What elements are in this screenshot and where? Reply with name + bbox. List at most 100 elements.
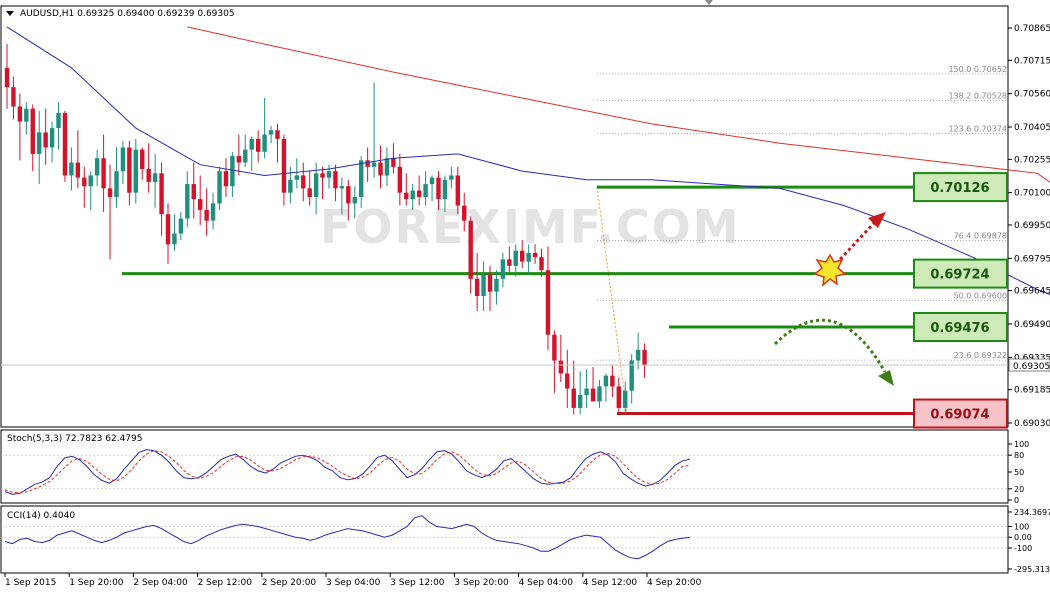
candle-body <box>494 278 499 292</box>
stoch-header: Stoch(5,3,3) 72.7823 62.4795 <box>7 434 142 444</box>
candle-body <box>545 270 551 335</box>
cci-tick-label: 100 <box>1014 522 1029 531</box>
candle-body <box>101 158 106 189</box>
candle-body <box>146 168 151 182</box>
level-box <box>913 311 1008 342</box>
candle-body <box>204 209 209 221</box>
candle-body <box>223 171 229 187</box>
time-tick-label: 4 Sep 12:00 <box>583 578 638 588</box>
candle-body <box>603 375 609 387</box>
candle-body <box>391 158 396 167</box>
candle-body <box>140 149 145 169</box>
candle-body <box>288 179 293 193</box>
candle-body <box>114 171 119 197</box>
candle-body <box>616 386 621 408</box>
candle-body <box>185 184 190 219</box>
candle-body <box>249 138 254 150</box>
candle-body <box>37 132 42 154</box>
fib-level-label: 50.0 0.69600 <box>954 291 1007 300</box>
candle-body <box>577 395 583 408</box>
candle-body <box>474 278 480 296</box>
candle-body <box>69 162 74 176</box>
price-axis: 0.70865 0.70715 0.70560 0.70405 0.70255 0.701… <box>1008 24 1050 429</box>
fib-level-label: 123.6 0.70374 <box>948 125 1007 134</box>
candle-body <box>294 175 299 180</box>
candle-body <box>404 192 409 200</box>
candle-body <box>11 87 16 107</box>
candle-body <box>165 214 171 245</box>
candle-body <box>301 175 306 189</box>
candle-body <box>172 233 177 245</box>
price-tick-label: 0.69795 <box>1014 254 1050 264</box>
candle-body <box>429 177 435 185</box>
watermark-text: FOREXIMF.COM <box>320 200 741 254</box>
level-box-label: 0.69074 <box>930 408 989 423</box>
candle-body <box>4 67 10 88</box>
candle-body <box>210 203 216 221</box>
fib-level-label: 150.0 0.70652 <box>948 65 1007 74</box>
cci-tick-label: -100 <box>1014 544 1032 553</box>
candle-body <box>359 160 364 197</box>
candle-body <box>262 134 267 152</box>
candle-body <box>487 274 493 292</box>
candle-body <box>217 171 222 204</box>
cci-header: CCI(14) 0.4040 <box>7 511 75 521</box>
breakout-burst-icon <box>813 253 847 287</box>
candle-body <box>82 177 87 187</box>
candle-body <box>339 186 345 189</box>
candle-body <box>281 138 287 193</box>
time-tick-label: 1 Sep 2015 <box>5 578 56 588</box>
candle-body <box>43 132 48 148</box>
fibonacci-levels: 150.0 0.70652 138.2 0.70528 123.6 0.70374 7… <box>596 65 1007 414</box>
candle-body <box>120 147 126 172</box>
fib-level-label: 23.6 0.69322 <box>954 351 1007 360</box>
price-tick-label: 0.70715 <box>1014 56 1050 66</box>
candle-body <box>442 179 448 200</box>
candle-body <box>365 160 370 167</box>
candle-body <box>539 257 544 271</box>
time-tick-label: 2 Sep 04:00 <box>133 578 188 588</box>
candle-body <box>423 184 428 197</box>
candle-body <box>88 175 93 187</box>
candle-body <box>255 138 261 152</box>
cci-line <box>1 515 1008 560</box>
candle-body <box>623 390 628 408</box>
stoch-signal-line <box>4 450 691 494</box>
candle-body <box>326 171 332 178</box>
stoch-panel-frame <box>0 429 1009 504</box>
candle-body <box>590 388 596 402</box>
candle-body <box>17 106 23 122</box>
symbol-dropdown-icon[interactable] <box>6 11 14 16</box>
candle-body <box>532 252 538 258</box>
candle-body <box>62 113 68 176</box>
candle-body <box>127 147 132 193</box>
level-box-label: 0.70126 <box>930 181 989 196</box>
candle-body <box>236 156 242 163</box>
cci-panel-frame <box>0 505 1009 574</box>
candle-body <box>133 149 138 193</box>
candle-body <box>371 162 377 167</box>
candle-body <box>320 173 325 178</box>
candle-body <box>584 388 589 396</box>
candle-body <box>268 130 274 135</box>
candle-body <box>455 175 460 206</box>
ma-fast-line <box>6 26 1050 296</box>
time-tick-label: 4 Sep 04:00 <box>519 578 574 588</box>
candle-body <box>56 113 61 129</box>
scroll-marker-icon[interactable] <box>705 0 713 5</box>
stoch-tick-label: 80 <box>1014 451 1024 460</box>
breakout-up-arrow-head <box>868 212 886 228</box>
candle-body <box>378 162 383 176</box>
pullback-down-arrow-head <box>878 370 894 386</box>
price-tick-label: 0.70560 <box>1014 90 1050 100</box>
stoch-tick-label: 50 <box>1014 468 1024 477</box>
candle-body <box>635 349 641 361</box>
time-tick-label: 3 Sep 04:00 <box>326 578 381 588</box>
time-tick-label: 1 Sep 20:00 <box>69 578 124 588</box>
candle-body <box>642 349 647 365</box>
time-tick-label: 2 Sep 20:00 <box>262 578 317 588</box>
current-price-tag <box>1008 358 1050 372</box>
cci-tick-label: -295.3136 <box>1014 565 1050 574</box>
stoch-tick-label: 20 <box>1014 485 1024 494</box>
